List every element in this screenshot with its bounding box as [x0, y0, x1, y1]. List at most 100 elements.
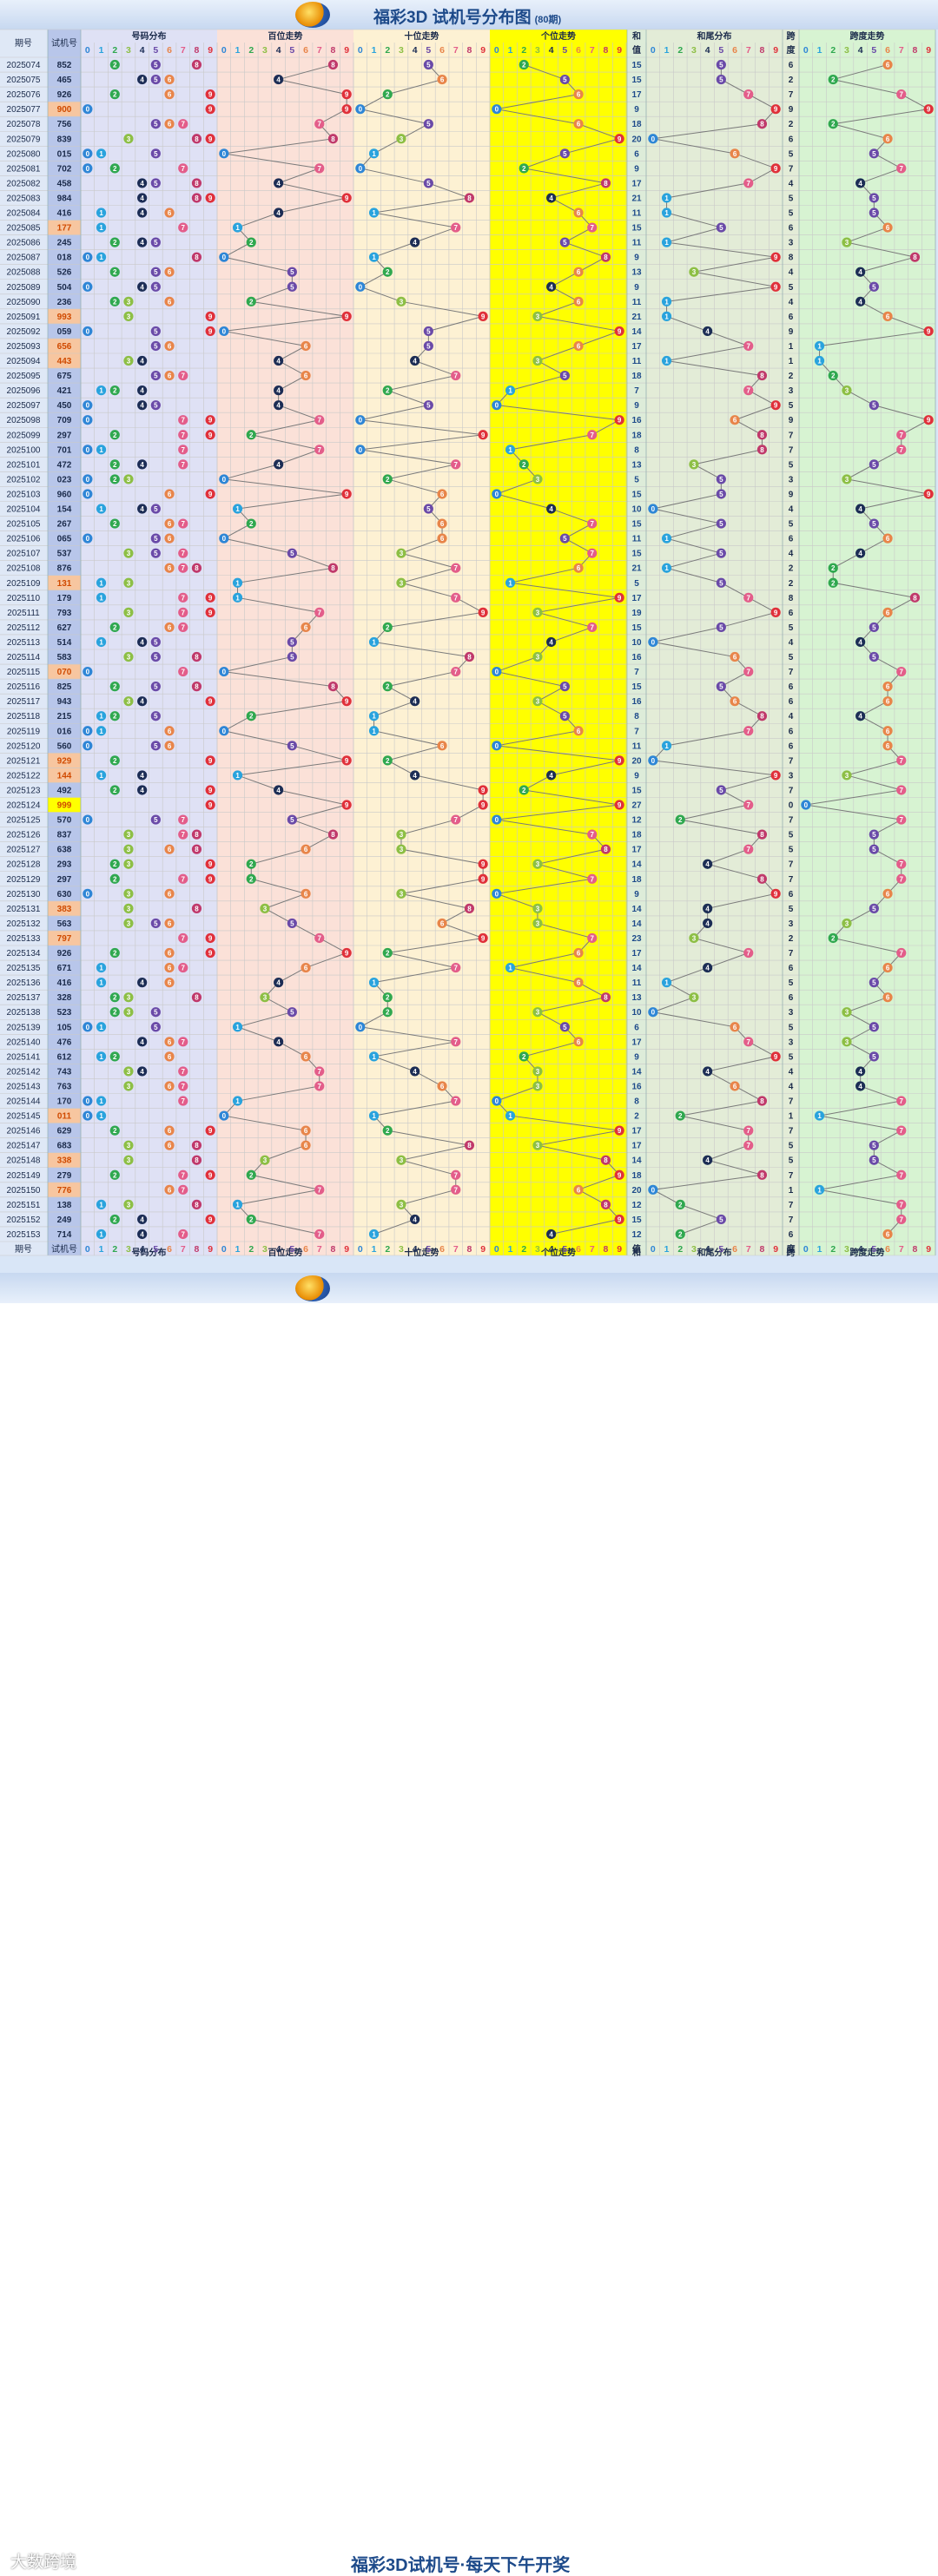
trend-ball-tail [661, 237, 672, 247]
trend-ball-hun-label: 9 [345, 757, 349, 765]
trend-ball-tail-label: 7 [747, 950, 751, 958]
distribution-ball [164, 296, 175, 306]
distribution-ball [83, 741, 93, 751]
trend-ball-hun [341, 489, 352, 499]
distribution-ball [164, 533, 175, 544]
trend-ball-hun [219, 326, 229, 337]
trend-ball-hun-label: 8 [331, 683, 335, 691]
distribution-ball-label: 1 [99, 772, 103, 780]
trend-ball-sp [923, 489, 934, 499]
trend-ball-hun [314, 1066, 325, 1077]
span-label: 7 [789, 445, 794, 455]
header-digit: 6 [885, 45, 890, 56]
trend-ball-ten [410, 1214, 420, 1225]
brand-watermark: 大数跨境 [10, 2553, 77, 2572]
trend-ball-sp [842, 1007, 852, 1018]
distribution-ball [178, 666, 188, 677]
header-digit: 8 [195, 45, 200, 56]
distribution-ball [164, 74, 175, 85]
header-digit: 5 [718, 45, 723, 56]
distribution-ball-label: 2 [113, 860, 117, 868]
trend-ball-uni [614, 755, 624, 766]
trend-ball-sp-label: 7 [900, 860, 904, 868]
trend-ball-tail-label: 1 [664, 194, 669, 202]
sum-label: 16 [631, 697, 642, 707]
number-label: 570 [57, 816, 72, 826]
trend-ball-ten-label: 3 [400, 1201, 404, 1209]
trend-ball-uni-label: 3 [536, 1009, 540, 1017]
trend-ball-tail-label: 9 [774, 106, 778, 114]
span-label: 2 [789, 120, 794, 129]
distribution-ball-label: 8 [195, 654, 199, 662]
trend-ball-sp-label: 5 [872, 623, 876, 631]
trend-ball-tail [730, 651, 740, 662]
trend-ball-uni-label: 3 [536, 313, 540, 320]
sum-label: 7 [634, 386, 639, 396]
header-digit: 8 [604, 1244, 609, 1255]
trend-ball-hun-label: 4 [276, 461, 281, 469]
number-label: 249 [57, 1216, 72, 1225]
span-label: 7 [789, 860, 794, 870]
span-label: 3 [789, 1038, 794, 1047]
trend-ball-tail-label: 7 [747, 1127, 751, 1135]
trend-ball-hun-label: 4 [276, 787, 281, 794]
trend-ball-hun-label: 9 [345, 801, 349, 809]
distribution-ball [123, 696, 134, 707]
distribution-ball [83, 489, 93, 499]
trend-ball-sp-label: 5 [872, 194, 876, 202]
number-label: 926 [57, 949, 72, 959]
trend-ball-hun [327, 563, 339, 573]
trend-ball-hun-label: 4 [276, 387, 281, 395]
trend-ball-ten [437, 1081, 447, 1091]
trend-ball-hun [341, 947, 352, 959]
issue-label: 2025088 [7, 268, 41, 278]
trend-ball-tail-label: 8 [760, 446, 764, 454]
distribution-ball [109, 163, 120, 174]
distribution-ball-label: 6 [168, 564, 172, 572]
trend-ball-uni [573, 726, 584, 736]
distribution-ball-label: 7 [182, 1171, 186, 1179]
header-digit: 9 [926, 1244, 931, 1255]
trend-ball-hun [301, 844, 311, 854]
distribution-ball [123, 296, 134, 306]
sum-label: 10 [631, 1008, 642, 1018]
trend-ball-sp [814, 1184, 825, 1195]
span-label: 4 [789, 638, 794, 648]
trend-ball-tail [730, 1081, 740, 1091]
distribution-ball [205, 193, 215, 203]
distribution-ball-label: 2 [113, 950, 117, 958]
distribution-ball [96, 592, 107, 603]
distribution-ball-label: 5 [154, 283, 158, 291]
trend-ball-hun [301, 1051, 311, 1062]
trend-ball-tail-label: 5 [719, 62, 723, 69]
span-label: 3 [789, 771, 794, 781]
span-label: 6 [789, 890, 794, 899]
trend-ball-sp-label: 1 [817, 358, 822, 366]
sum-label: 12 [631, 816, 642, 826]
header-digit: 3 [262, 1244, 268, 1255]
trend-ball-tail [756, 829, 768, 840]
trend-ball-uni-label: 5 [563, 150, 567, 158]
trend-ball-ten-label: 9 [481, 787, 486, 794]
trend-ball-sp [869, 651, 879, 662]
trend-ball-tail [661, 978, 672, 988]
header-digit: 0 [358, 45, 363, 56]
trend-ball-sp-label: 9 [927, 327, 931, 335]
distribution-ball-label: 6 [168, 491, 172, 498]
trend-ball-ten-label: 8 [467, 905, 472, 912]
trend-ball-uni-label: 6 [577, 91, 581, 99]
issue-label: 2025141 [7, 1052, 41, 1062]
header-digit: 9 [208, 1244, 213, 1255]
distribution-ball [123, 577, 134, 588]
trend-ball-hun-label: 2 [249, 1171, 254, 1179]
distribution-ball-label: 2 [113, 683, 117, 691]
trend-ball-ten [368, 1110, 380, 1121]
span-label: 7 [789, 875, 794, 885]
span-label: 2 [789, 564, 794, 574]
distribution-ball [96, 1022, 107, 1032]
trend-ball-tail [648, 504, 658, 514]
header-digit: 3 [126, 1244, 131, 1255]
trend-ball-tail-label: 7 [747, 594, 751, 602]
distribution-ball-label: 0 [86, 669, 90, 676]
distribution-ball [83, 1110, 93, 1121]
